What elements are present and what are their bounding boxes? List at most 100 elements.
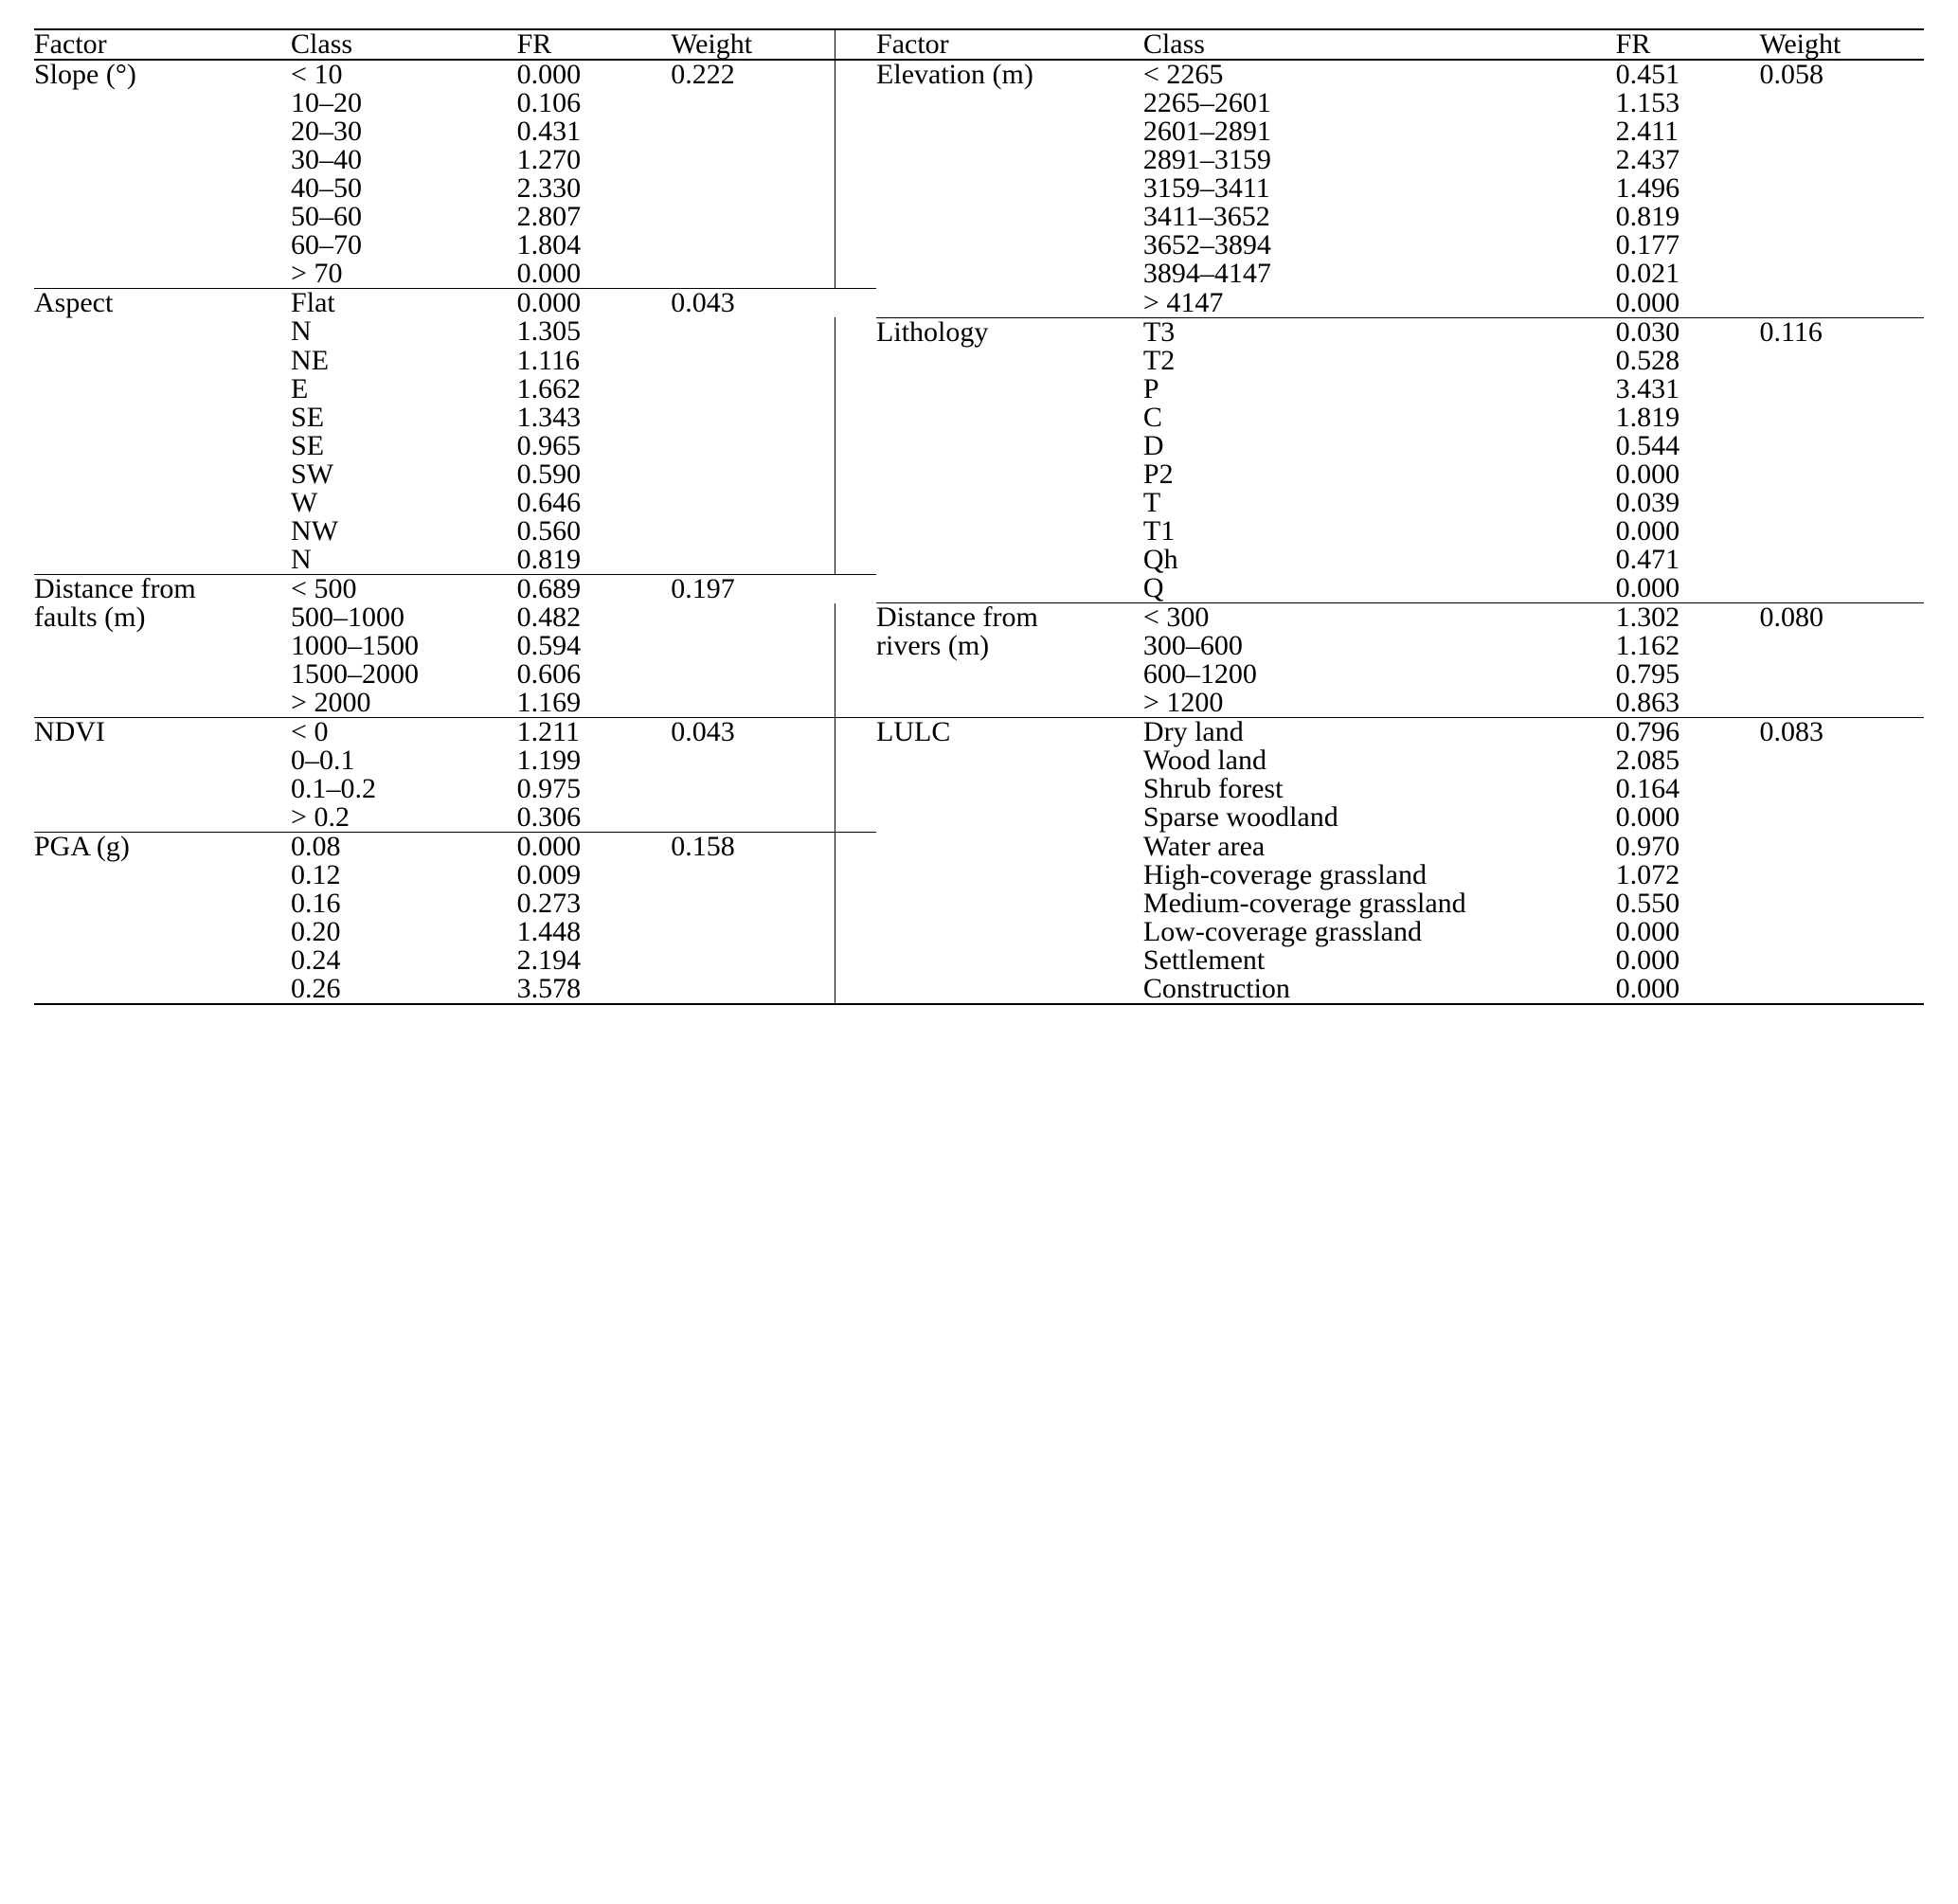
factor-cell: Distance from — [34, 574, 291, 603]
fr-cell: 0.646 — [517, 489, 672, 517]
factor-cell — [876, 203, 1143, 231]
weight-cell: 0.222 — [671, 60, 835, 89]
fr-cell: 0.021 — [1616, 260, 1760, 289]
weight-cell — [671, 375, 835, 404]
table-row: SW0.590P20.000 — [34, 460, 1924, 489]
fr-cell: 0.544 — [1616, 432, 1760, 460]
table-row: NW0.560T10.000 — [34, 517, 1924, 546]
factor-table: Factor Class FR Weight Factor Class FR W… — [34, 28, 1924, 1005]
weight-cell — [671, 946, 835, 975]
factor-cell — [34, 889, 291, 918]
weight-cell — [671, 775, 835, 803]
factor-cell — [876, 260, 1143, 289]
hdr-class-left: Class — [291, 29, 517, 60]
class-cell: W — [291, 489, 517, 517]
factor-cell — [34, 117, 291, 146]
fr-cell: 0.560 — [517, 517, 672, 546]
class-cell: < 500 — [291, 574, 517, 603]
class-cell: Sparse woodland — [1143, 803, 1616, 833]
factor-cell — [876, 404, 1143, 432]
column-divider — [835, 546, 876, 575]
column-divider — [835, 718, 876, 747]
weight-cell — [671, 460, 835, 489]
factor-cell — [876, 460, 1143, 489]
weight-cell — [1759, 146, 1924, 174]
weight-cell — [671, 404, 835, 432]
column-divider — [835, 89, 876, 117]
fr-cell: 0.306 — [517, 803, 672, 833]
weight-cell — [671, 689, 835, 718]
factor-cell — [876, 861, 1143, 889]
class-cell: 1000–1500 — [291, 632, 517, 660]
fr-cell: 2.194 — [517, 946, 672, 975]
factor-cell — [876, 775, 1143, 803]
table-row: 60–701.8043652–38940.177 — [34, 231, 1924, 260]
class-cell: 1500–2000 — [291, 660, 517, 689]
fr-cell: 0.528 — [1616, 347, 1760, 375]
fr-cell: 0.000 — [1616, 460, 1760, 489]
class-cell: 0–0.1 — [291, 746, 517, 775]
class-cell: E — [291, 375, 517, 404]
factor-cell — [876, 89, 1143, 117]
weight-cell — [671, 603, 835, 633]
column-divider — [835, 29, 876, 60]
fr-cell: 0.819 — [1616, 203, 1760, 231]
hdr-fr-left: FR — [517, 29, 672, 60]
fr-cell: 2.330 — [517, 174, 672, 203]
fr-cell: 0.000 — [517, 260, 672, 289]
factor-cell — [876, 660, 1143, 689]
class-cell: Construction — [1143, 975, 1616, 1004]
column-divider — [835, 975, 876, 1004]
fr-cell: 1.153 — [1616, 89, 1760, 117]
fr-cell: 0.482 — [517, 603, 672, 633]
fr-cell: 0.009 — [517, 861, 672, 889]
fr-cell: 0.471 — [1616, 546, 1760, 575]
factor-cell — [34, 775, 291, 803]
class-cell: 3159–3411 — [1143, 174, 1616, 203]
class-cell: 0.16 — [291, 889, 517, 918]
class-cell: 3894–4147 — [1143, 260, 1616, 289]
class-cell: Qh — [1143, 546, 1616, 575]
class-cell: > 2000 — [291, 689, 517, 718]
column-divider — [835, 146, 876, 174]
table-row: N0.819Qh0.471 — [34, 546, 1924, 575]
weight-cell — [1759, 489, 1924, 517]
weight-cell — [1759, 775, 1924, 803]
weight-cell — [671, 889, 835, 918]
weight-cell — [1759, 975, 1924, 1004]
weight-cell — [671, 432, 835, 460]
weight-cell — [1759, 404, 1924, 432]
fr-cell: 1.819 — [1616, 404, 1760, 432]
weight-cell — [671, 546, 835, 575]
class-cell: NE — [291, 347, 517, 375]
weight-cell — [1759, 432, 1924, 460]
weight-cell — [1759, 231, 1924, 260]
factor-cell — [34, 317, 291, 347]
factor-cell — [876, 889, 1143, 918]
fr-cell: 0.606 — [517, 660, 672, 689]
factor-cell — [34, 946, 291, 975]
weight-cell — [1759, 89, 1924, 117]
factor-cell: Lithology — [876, 317, 1143, 347]
fr-cell: 0.863 — [1616, 689, 1760, 718]
class-cell: 0.08 — [291, 833, 517, 862]
class-cell: < 2265 — [1143, 60, 1616, 89]
class-cell: < 0 — [291, 718, 517, 747]
fr-cell: 0.177 — [1616, 231, 1760, 260]
fr-cell: 1.302 — [1616, 603, 1760, 633]
factor-cell: Aspect — [34, 289, 291, 318]
fr-cell: 1.496 — [1616, 174, 1760, 203]
factor-cell — [34, 260, 291, 289]
class-cell: > 1200 — [1143, 689, 1616, 718]
class-cell: Shrub forest — [1143, 775, 1616, 803]
weight-cell — [671, 975, 835, 1004]
fr-cell: 1.662 — [517, 375, 672, 404]
table-row: 1000–15000.594rivers (m)300–6001.162 — [34, 632, 1924, 660]
table-row: NDVI< 01.2110.043LULCDry land0.7960.083 — [34, 718, 1924, 747]
weight-cell — [1759, 347, 1924, 375]
weight-cell — [671, 231, 835, 260]
factor-cell — [34, 918, 291, 946]
class-cell: 300–600 — [1143, 632, 1616, 660]
class-cell: > 70 — [291, 260, 517, 289]
factor-cell — [876, 517, 1143, 546]
